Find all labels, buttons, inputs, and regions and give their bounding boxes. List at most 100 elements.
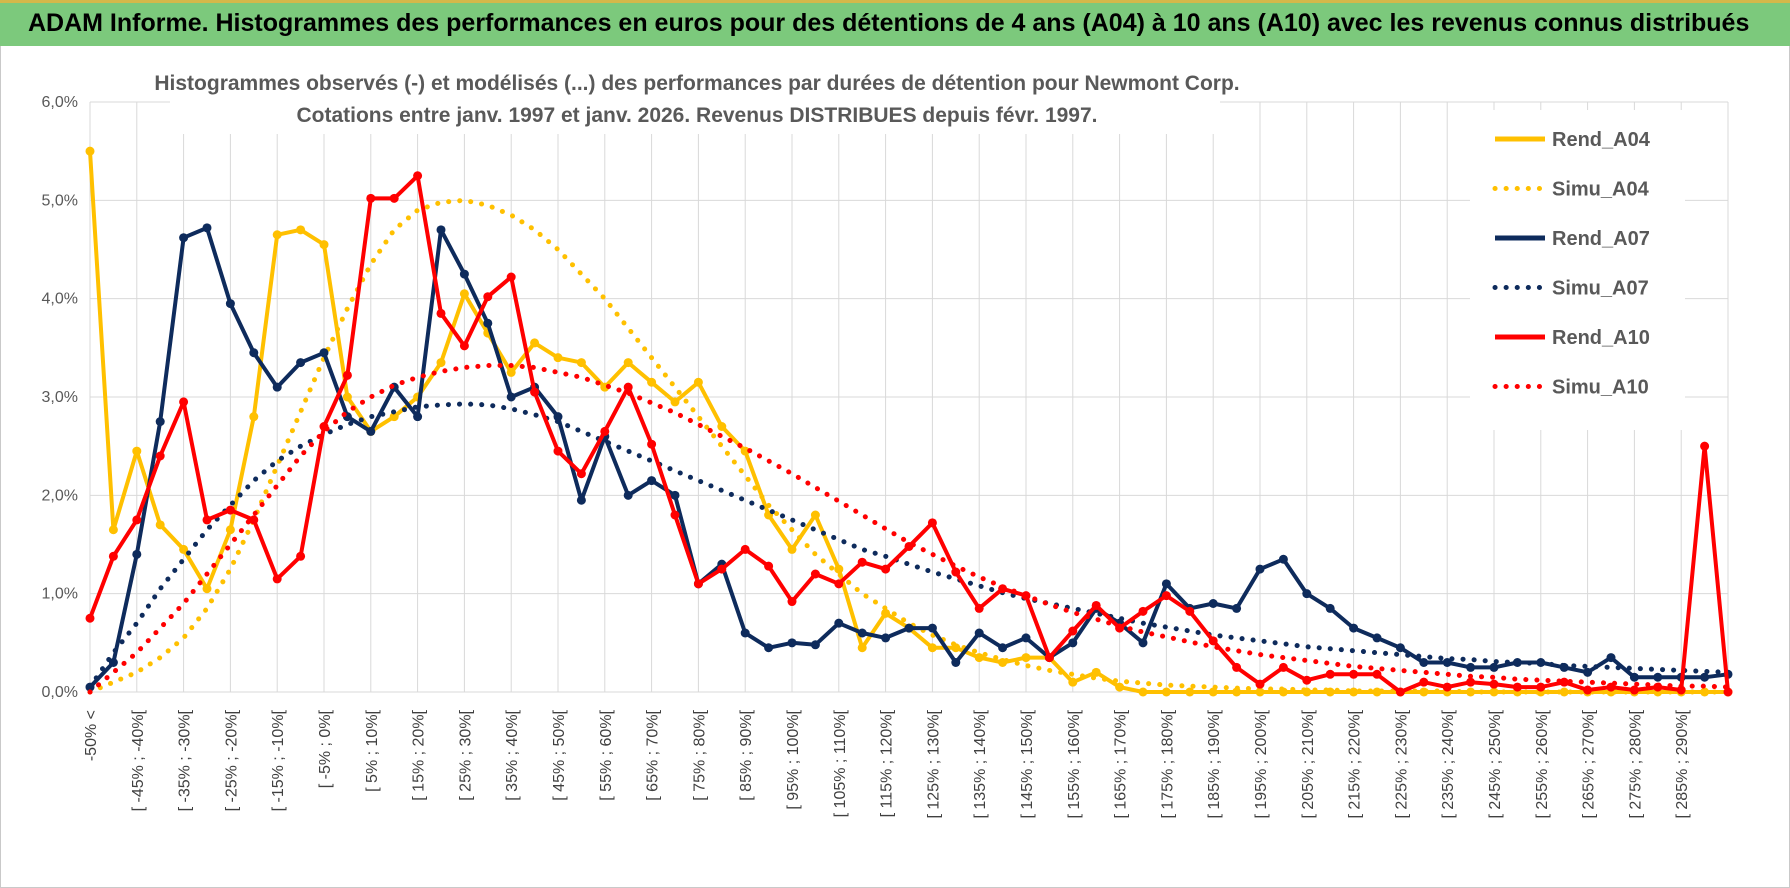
data-point-rend-a04 bbox=[787, 544, 797, 554]
data-point-rend-a10 bbox=[881, 564, 891, 574]
data-point-rend-a10 bbox=[670, 510, 680, 520]
data-point-rend-a10 bbox=[1559, 677, 1569, 687]
data-point-rend-a04 bbox=[927, 643, 937, 653]
data-point-rend-a07 bbox=[296, 358, 306, 368]
data-point-rend-a10 bbox=[1091, 600, 1101, 610]
x-tick-label: [ 195% ; 200%[ bbox=[1253, 709, 1270, 818]
data-point-rend-a10 bbox=[834, 579, 844, 589]
data-point-rend-a04 bbox=[857, 643, 867, 653]
x-tick-label: [ 245% ; 250%[ bbox=[1487, 709, 1504, 818]
data-point-rend-a07 bbox=[1653, 672, 1663, 682]
data-point-rend-a10 bbox=[1349, 669, 1359, 679]
data-point-rend-a07 bbox=[576, 495, 586, 505]
data-point-rend-a07 bbox=[1021, 633, 1031, 643]
data-point-rend-a10 bbox=[249, 515, 259, 525]
data-point-rend-a04 bbox=[670, 397, 680, 407]
data-point-rend-a04 bbox=[249, 412, 259, 422]
data-point-rend-a10 bbox=[1185, 606, 1195, 616]
legend-label-simu-a07: Simu_A07 bbox=[1552, 278, 1649, 300]
y-tick-label: 5,0% bbox=[42, 192, 78, 209]
data-point-rend-a10 bbox=[225, 505, 235, 515]
data-point-rend-a10 bbox=[1302, 675, 1312, 685]
x-tick-label: [ 75% ; 80%[ bbox=[691, 709, 708, 800]
data-point-rend-a07 bbox=[1700, 672, 1710, 682]
data-point-rend-a10 bbox=[1512, 682, 1522, 692]
x-tick-label: -50% < bbox=[83, 710, 100, 761]
chart-title: Histogrammes observés (-) et modélisés (… bbox=[154, 72, 1239, 95]
data-point-rend-a07 bbox=[974, 628, 984, 638]
data-point-rend-a07 bbox=[459, 269, 469, 279]
data-point-rend-a04 bbox=[459, 289, 469, 299]
data-point-rend-a04 bbox=[740, 446, 750, 456]
y-tick-label: 4,0% bbox=[42, 291, 78, 308]
data-point-rend-a07 bbox=[1138, 638, 1148, 648]
title-backdrop bbox=[170, 64, 1220, 134]
data-point-rend-a07 bbox=[436, 225, 446, 235]
data-point-rend-a10 bbox=[530, 387, 540, 397]
x-tick-label: [ 235% ; 240%[ bbox=[1440, 709, 1457, 818]
x-tick-label: [ 125% ; 130%[ bbox=[925, 709, 942, 818]
x-tick-label: [ 15% ; 20%[ bbox=[411, 709, 428, 800]
series-line-simu-a04 bbox=[87, 197, 1731, 695]
data-point-rend-a10 bbox=[810, 569, 820, 579]
data-point-rend-a07 bbox=[998, 643, 1008, 653]
data-point-rend-a10 bbox=[366, 193, 376, 203]
data-point-rend-a10 bbox=[647, 439, 657, 449]
data-point-rend-a10 bbox=[1068, 626, 1078, 636]
x-tick-label: [ 255% ; 260%[ bbox=[1534, 709, 1551, 818]
x-tick-label: [ 185% ; 190%[ bbox=[1206, 709, 1223, 818]
data-point-rend-a10 bbox=[1583, 685, 1593, 695]
data-point-rend-a07 bbox=[1349, 623, 1359, 633]
data-point-rend-a04 bbox=[1161, 687, 1171, 697]
data-point-rend-a10 bbox=[1419, 677, 1429, 687]
legend-label-rend-a07: Rend_A07 bbox=[1552, 228, 1650, 250]
data-point-rend-a04 bbox=[1559, 687, 1569, 697]
x-tick-label: [ -15% ; -10%[ bbox=[270, 709, 287, 811]
data-point-rend-a04 bbox=[179, 544, 189, 554]
x-tick-label: [ 175% ; 180%[ bbox=[1159, 709, 1176, 818]
data-point-rend-a07 bbox=[319, 348, 329, 358]
data-point-rend-a07 bbox=[1419, 658, 1429, 667]
data-point-rend-a04 bbox=[1372, 687, 1382, 697]
data-point-rend-a07 bbox=[272, 382, 282, 392]
legend-label-rend-a10: Rend_A10 bbox=[1552, 327, 1650, 349]
data-point-rend-a10 bbox=[1489, 679, 1499, 689]
x-tick-label: [ -25% ; -20%[ bbox=[223, 709, 240, 811]
data-point-rend-a04 bbox=[202, 584, 212, 594]
x-tick-label: [ -5% ; 0%[ bbox=[317, 709, 334, 788]
data-point-rend-a10 bbox=[506, 272, 516, 282]
data-point-rend-a07 bbox=[881, 633, 891, 643]
data-point-rend-a04 bbox=[1115, 682, 1125, 692]
x-axis: -50% < [ -45% ; -40%[[ -35% ; -30%[[ -25%… bbox=[83, 709, 1691, 818]
y-tick-label: 1,0% bbox=[42, 586, 78, 603]
data-point-rend-a04 bbox=[1021, 653, 1031, 663]
data-point-rend-a10 bbox=[1161, 591, 1171, 601]
y-tick-label: 3,0% bbox=[42, 389, 78, 406]
x-tick-label: [ 145% ; 150%[ bbox=[1019, 709, 1036, 818]
x-tick-label: [ 265% ; 270%[ bbox=[1581, 709, 1598, 818]
data-point-rend-a04 bbox=[1208, 687, 1218, 697]
x-tick-label: [ 135% ; 140%[ bbox=[972, 709, 989, 818]
x-tick-label: [ 155% ; 160%[ bbox=[1066, 709, 1083, 818]
data-point-rend-a10 bbox=[1723, 687, 1733, 697]
data-point-rend-a10 bbox=[1255, 679, 1265, 689]
x-tick-label: [ 5% ; 10%[ bbox=[364, 709, 381, 791]
data-point-rend-a04 bbox=[1349, 687, 1359, 697]
data-point-rend-a07 bbox=[1606, 653, 1616, 663]
data-point-rend-a04 bbox=[576, 358, 586, 368]
data-point-rend-a10 bbox=[787, 597, 797, 607]
data-point-rend-a07 bbox=[670, 490, 680, 500]
data-point-rend-a10 bbox=[1629, 685, 1639, 695]
data-point-rend-a10 bbox=[576, 469, 586, 479]
data-point-rend-a10 bbox=[1044, 653, 1054, 663]
data-point-rend-a10 bbox=[85, 613, 95, 623]
data-point-rend-a04 bbox=[85, 146, 95, 156]
data-point-rend-a10 bbox=[296, 551, 306, 561]
data-point-rend-a07 bbox=[132, 549, 142, 559]
y-tick-label: 0,0% bbox=[42, 684, 78, 701]
data-point-rend-a10 bbox=[179, 397, 189, 407]
data-point-rend-a04 bbox=[155, 520, 165, 530]
data-point-rend-a07 bbox=[1208, 599, 1218, 608]
x-tick-label: [ 65% ; 70%[ bbox=[645, 709, 662, 800]
data-point-rend-a07 bbox=[1161, 579, 1171, 589]
